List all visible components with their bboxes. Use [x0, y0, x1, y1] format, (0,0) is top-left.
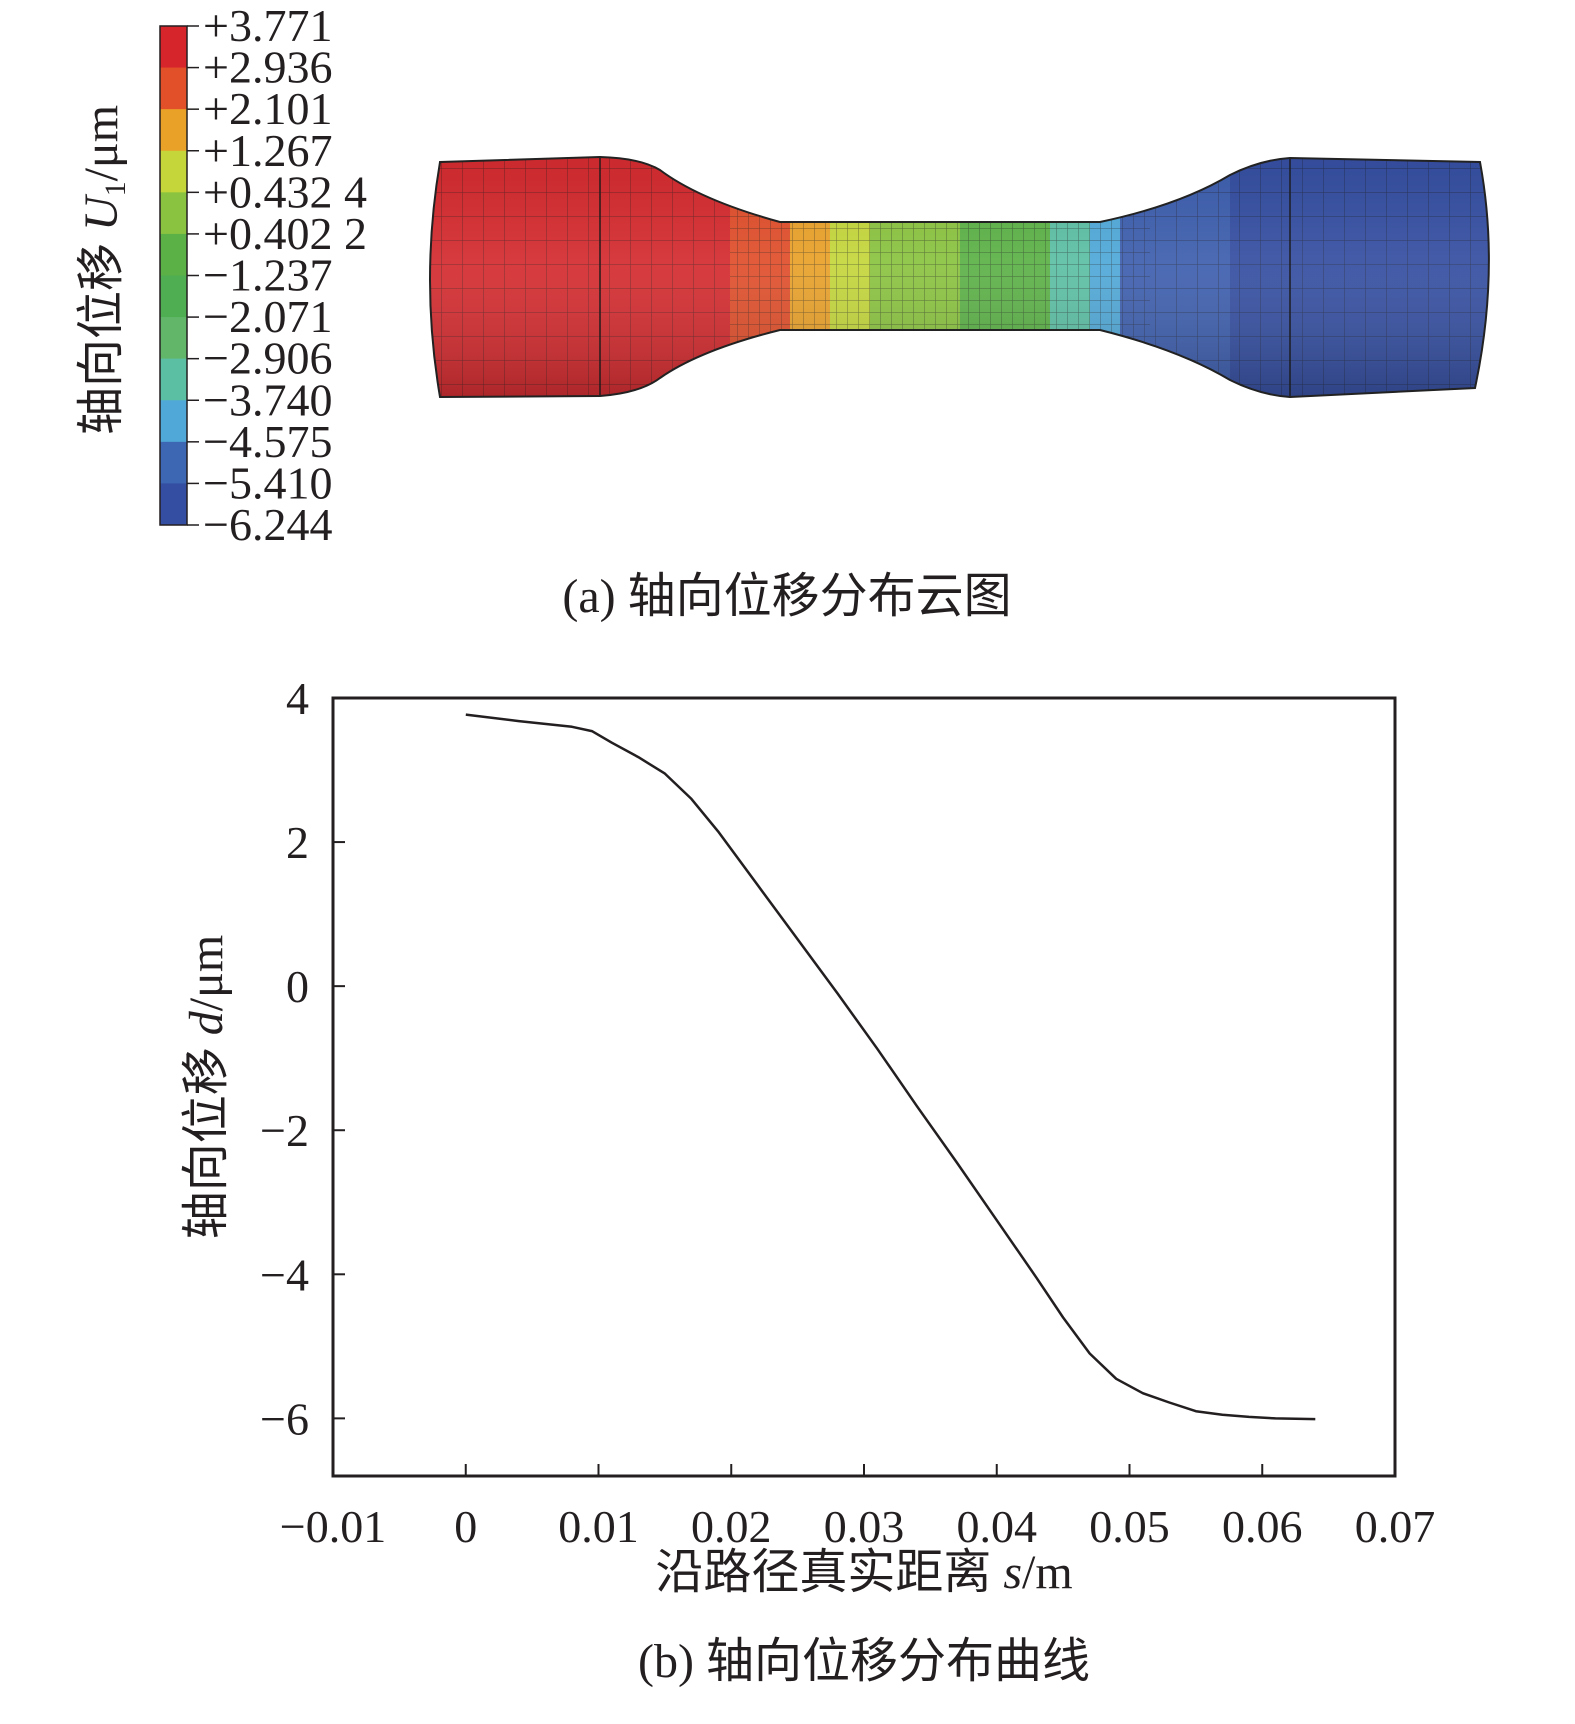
x-tick-label: 0: [454, 1501, 477, 1552]
colorbar-swatch: [160, 109, 187, 152]
colorbar-swatch: [160, 233, 187, 276]
colorbar-swatch: [160, 483, 187, 526]
colorbar-label: +0.402 2: [203, 208, 367, 259]
colorbar-label: −4.575: [203, 416, 332, 467]
colorbar-label: −6.244: [203, 499, 332, 550]
colorbar-swatch: [160, 67, 187, 110]
panel-b: −0.01 0 0.01 0.02 0.03 0.04 0.05 0.06 0.07 4 2 0 −2…: [180, 673, 1435, 1688]
y-tick-label: −6: [260, 1393, 309, 1444]
colorbar-swatch: [160, 400, 187, 443]
colorbar-swatch: [160, 317, 187, 360]
y-tick-label: 0: [286, 961, 309, 1012]
plot-frame: [331, 696, 1397, 1478]
x-tick-label: 0.05: [1089, 1501, 1170, 1552]
shading: [430, 157, 1489, 397]
colorbar-swatch: [160, 192, 187, 235]
y-axis: 4 2 0 −2 −4 −6: [260, 673, 345, 1444]
y-tick-label: −4: [260, 1249, 309, 1300]
colorbar-swatch: [160, 150, 187, 193]
colorbar-label: +1.267: [203, 125, 332, 176]
y-tick-label: 2: [286, 817, 309, 868]
colorbar-label: −2.071: [203, 291, 332, 342]
colorbar-label: +0.432 4: [203, 166, 367, 217]
series-layer: [465, 713, 1316, 1421]
y-tick-label: 4: [286, 673, 309, 724]
y-tick-label: −2: [260, 1105, 309, 1156]
specimen-outline: [429, 155, 1490, 399]
colorbar-swatch: [160, 358, 187, 401]
colorbar-label: +2.101: [203, 83, 332, 134]
x-tick-label: 0.04: [957, 1501, 1038, 1552]
specimen-contour: [429, 155, 1490, 399]
colorbar-labels: +3.771+2.936+2.101+1.267+0.432 4+0.402 2…: [187, 0, 367, 550]
colorbar-swatch: [160, 26, 187, 69]
colorbar: +3.771+2.936+2.101+1.267+0.432 4+0.402 2…: [75, 0, 367, 550]
colorbar-label: −2.906: [203, 333, 332, 384]
colorbar-title: 轴向位移 U1/μm: [75, 105, 132, 435]
x-tick-label: −0.01: [280, 1501, 386, 1552]
y-axis-title: 轴向位移 d/μm: [180, 935, 233, 1239]
caption-b: (b) 轴向位移分布曲线: [638, 1635, 1090, 1688]
colorbar-swatch: [160, 441, 187, 484]
x-axis-title: 沿路径真实距离 s/m: [655, 1546, 1072, 1599]
colorbar-label: +2.936: [203, 42, 332, 93]
series-line: [465, 713, 1316, 1421]
x-axis: −0.01 0 0.01 0.02 0.03 0.04 0.05 0.06 0.07: [280, 1464, 1435, 1552]
x-tick-label: 0.03: [824, 1501, 905, 1552]
colorbar-label: +3.771: [203, 0, 332, 51]
colorbar-swatches: [159, 25, 188, 526]
x-tick-label: 0.07: [1355, 1501, 1436, 1552]
x-tick-label: 0.06: [1222, 1501, 1303, 1552]
colorbar-label: −3.740: [203, 374, 332, 425]
colorbar-label: −5.410: [203, 457, 332, 508]
colorbar-swatch: [160, 275, 187, 318]
x-tick-label: 0.01: [558, 1501, 639, 1552]
colorbar-label: −1.237: [203, 250, 332, 301]
x-tick-label: 0.02: [691, 1501, 772, 1552]
caption-a: (a) 轴向位移分布云图: [562, 570, 1011, 623]
panel-a: +3.771+2.936+2.101+1.267+0.432 4+0.402 2…: [75, 0, 1490, 623]
